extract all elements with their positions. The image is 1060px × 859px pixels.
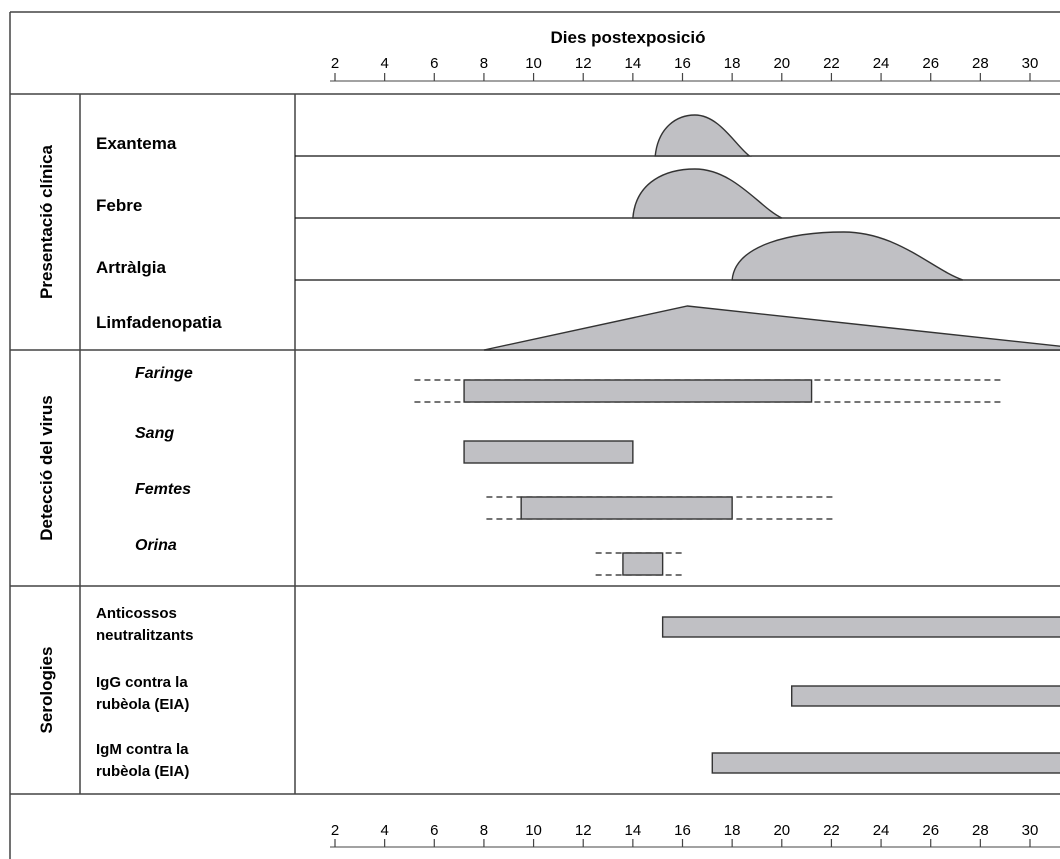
tick-label: 8 xyxy=(480,55,488,72)
tick-label: 2 xyxy=(331,55,339,72)
curve-febre xyxy=(632,168,783,219)
row-label: Sang xyxy=(135,425,174,442)
tick-label: 30 xyxy=(1022,822,1039,839)
chart-frame xyxy=(9,11,1060,859)
tick-label: 4 xyxy=(380,822,388,839)
section-label: Presentació clínica xyxy=(37,144,56,299)
bar xyxy=(463,379,813,403)
tick-label: 18 xyxy=(724,55,741,72)
bar xyxy=(711,752,1060,774)
bar xyxy=(622,552,664,576)
tick-label: 28 xyxy=(972,55,989,72)
row-label: Febre xyxy=(96,196,142,215)
row-label: Limfadenopatia xyxy=(96,313,222,332)
tick-label: 16 xyxy=(674,822,691,839)
tick-label: 26 xyxy=(922,822,939,839)
curve-artràlgia xyxy=(731,231,964,281)
axis-title: Dies postexposició xyxy=(551,28,706,47)
row-label: IgG contra la xyxy=(96,674,188,691)
tick-label: 12 xyxy=(575,55,592,72)
tick-label: 30 xyxy=(1022,55,1039,72)
tick-label: 24 xyxy=(873,55,890,72)
row-label: Artràlgia xyxy=(96,258,166,277)
tick-label: 16 xyxy=(674,55,691,72)
sections: Presentació clínica Exantema Febre Artràlgi… xyxy=(37,134,222,780)
row-label: Anticossos xyxy=(96,605,177,622)
tick-label: 14 xyxy=(625,55,642,72)
section-label: Detecció del virus xyxy=(37,395,56,541)
tick-label: 6 xyxy=(430,55,438,72)
tick-label: 2 xyxy=(331,822,339,839)
tick-label: 12 xyxy=(575,822,592,839)
bar xyxy=(661,616,1060,638)
tick-label: 20 xyxy=(773,55,790,72)
tick-label: 6 xyxy=(430,822,438,839)
tick-label: 22 xyxy=(823,55,840,72)
bar xyxy=(520,496,733,520)
row-label: rubèola (EIA) xyxy=(96,696,189,713)
curve-exantema xyxy=(654,114,752,157)
bar xyxy=(463,440,634,464)
tick-label: 22 xyxy=(823,822,840,839)
row-label: neutralitzants xyxy=(96,627,194,644)
tick-label: 10 xyxy=(525,55,542,72)
tick-label: 24 xyxy=(873,822,890,839)
row-label: Femtes xyxy=(135,481,191,498)
bottom-axis: 2 4 6 8 10 12 14 16 18 20 22 24 26 28 30 xyxy=(330,822,1060,848)
row-label: Exantema xyxy=(96,134,177,153)
tick-label: 26 xyxy=(922,55,939,72)
row-label: Orina xyxy=(135,537,177,554)
tick-label: 8 xyxy=(480,822,488,839)
tick-label: 4 xyxy=(380,55,388,72)
row-label: IgM contra la xyxy=(96,741,189,758)
section-label: Serologies xyxy=(37,647,56,734)
tick-label: 20 xyxy=(773,822,790,839)
curve-limfadenopatia xyxy=(483,305,1060,351)
bar xyxy=(791,685,1060,707)
chart-marks xyxy=(295,114,1060,774)
tick-label: 14 xyxy=(625,822,642,839)
row-label: rubèola (EIA) xyxy=(96,763,189,780)
row-label: Faringe xyxy=(135,365,193,382)
tick-label: 28 xyxy=(972,822,989,839)
top-axis: 2 4 6 8 10 12 14 16 18 20 22 24 26 28 30 xyxy=(330,55,1060,82)
tick-label: 10 xyxy=(525,822,542,839)
tick-label: 18 xyxy=(724,822,741,839)
